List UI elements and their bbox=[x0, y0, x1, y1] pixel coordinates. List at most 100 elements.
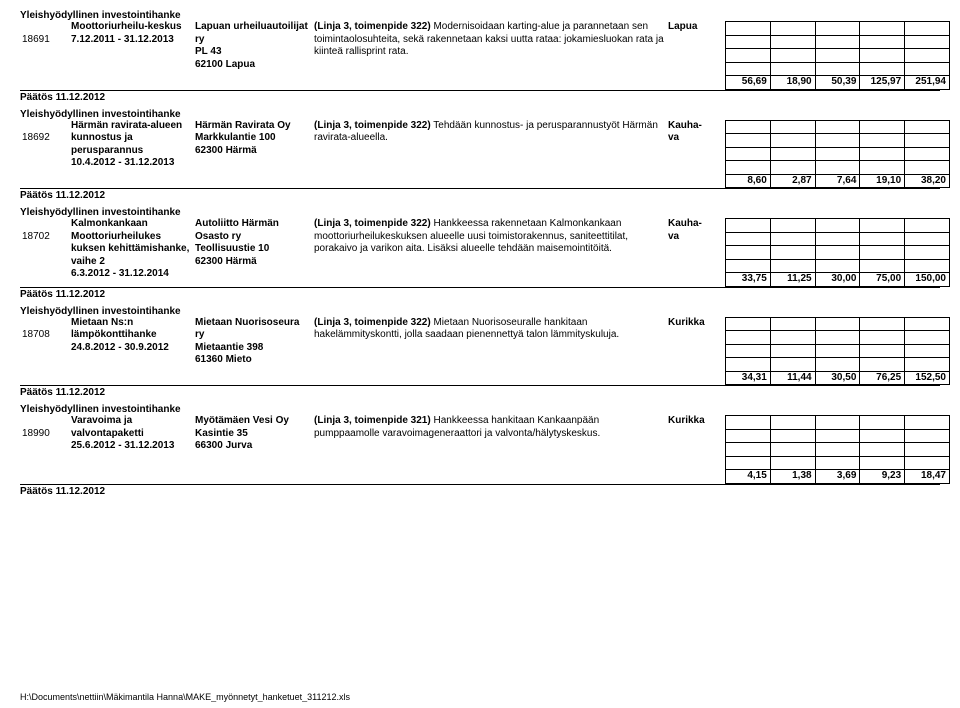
record-table: 18702Kalmonkankaan Moottoriurheilukes ku… bbox=[20, 218, 950, 287]
organization: Myötämäen Vesi OyKasintie 3566300 Jurva bbox=[193, 415, 312, 484]
grid-cell-empty bbox=[860, 35, 905, 49]
project-name: Härmän ravirata-alueen kunnostus ja peru… bbox=[69, 120, 193, 189]
description: (Linja 3, toimenpide 321) Hankkeessa han… bbox=[312, 415, 666, 484]
grid-cell-empty bbox=[770, 35, 815, 49]
location: Lapua bbox=[666, 21, 725, 90]
grid-cell-empty bbox=[770, 134, 815, 148]
grid-cell-empty bbox=[905, 62, 950, 76]
grid-cell-empty bbox=[860, 147, 905, 161]
grid-cell-empty bbox=[726, 259, 771, 273]
decision-line: Päätös 11.12.2012 bbox=[20, 484, 940, 497]
grid-cell-empty bbox=[860, 331, 905, 345]
footer-path: H:\Documents\nettiin\Mäkimantila Hanna\M… bbox=[20, 692, 350, 702]
grid-cell-empty bbox=[905, 161, 950, 175]
description: (Linja 3, toimenpide 322) Tehdään kunnos… bbox=[312, 120, 666, 189]
grid-cell-value: 150,00 bbox=[905, 273, 950, 287]
grid-cell-empty bbox=[815, 416, 860, 430]
record-block: Yleishyödyllinen investointihanke18990Va… bbox=[20, 404, 940, 497]
grid-cell-empty bbox=[860, 443, 905, 457]
record-block: Yleishyödyllinen investointihanke18702Ka… bbox=[20, 207, 940, 300]
grid-cell-empty bbox=[860, 134, 905, 148]
value-grid: 34,3111,4430,5076,25152,50 bbox=[725, 317, 950, 386]
section-title: Yleishyödyllinen investointihanke bbox=[20, 306, 940, 317]
grid-cell-empty bbox=[860, 62, 905, 76]
record-table: 18691Moottoriurheilu-keskus7.12.2011 - 3… bbox=[20, 21, 950, 90]
value-grid: 56,6918,9050,39125,97251,94 bbox=[725, 21, 950, 90]
organization: Lapuan urheiluautoilijat ryPL 4362100 La… bbox=[193, 21, 312, 90]
grid-cell-empty bbox=[726, 219, 771, 233]
grid-cell-empty bbox=[815, 358, 860, 372]
grid-cell-value: 1,38 bbox=[770, 470, 815, 484]
grid-cell-empty bbox=[905, 358, 950, 372]
grid-cell-value: 75,00 bbox=[860, 273, 905, 287]
grid-cell-empty bbox=[905, 49, 950, 63]
grid-cell-empty bbox=[905, 443, 950, 457]
grid-cell-empty bbox=[860, 344, 905, 358]
grid-cell-value: 30,00 bbox=[815, 273, 860, 287]
grid-cell-empty bbox=[726, 344, 771, 358]
grid-cell-value: 251,94 bbox=[905, 76, 950, 90]
decision-line: Päätös 11.12.2012 bbox=[20, 385, 940, 398]
grid-cell-empty bbox=[726, 429, 771, 443]
grid-cell-empty bbox=[726, 49, 771, 63]
grid-cell-value: 34,31 bbox=[726, 371, 771, 385]
grid-cell-empty bbox=[726, 62, 771, 76]
grid-cell-empty bbox=[770, 62, 815, 76]
grid-cell-empty bbox=[770, 429, 815, 443]
grid-cell-empty bbox=[726, 35, 771, 49]
grid-cell-empty bbox=[905, 22, 950, 36]
grid-cell-empty bbox=[770, 416, 815, 430]
grid-cell-empty bbox=[815, 49, 860, 63]
grid-cell-value: 9,23 bbox=[860, 470, 905, 484]
record-id: 18692 bbox=[20, 120, 69, 189]
grid-cell-value: 33,75 bbox=[726, 273, 771, 287]
grid-cell-empty bbox=[815, 331, 860, 345]
grid-cell-empty bbox=[860, 317, 905, 331]
grid-cell-empty bbox=[770, 331, 815, 345]
grid-cell-value: 76,25 bbox=[860, 371, 905, 385]
grid-cell-empty bbox=[860, 429, 905, 443]
grid-cell-value: 50,39 bbox=[815, 76, 860, 90]
decision-line: Päätös 11.12.2012 bbox=[20, 188, 940, 201]
grid-cell-value: 11,44 bbox=[770, 371, 815, 385]
grid-cell-empty bbox=[726, 456, 771, 470]
grid-cell-value: 152,50 bbox=[905, 371, 950, 385]
project-name: Mietaan Ns:n lämpökonttihanke24.8.2012 -… bbox=[69, 317, 193, 386]
decision-line: Päätös 11.12.2012 bbox=[20, 287, 940, 300]
organization: Autoliitto Härmän Osasto ryTeollisuustie… bbox=[193, 218, 312, 287]
grid-cell-empty bbox=[726, 232, 771, 246]
grid-cell-empty bbox=[770, 161, 815, 175]
record-id: 18708 bbox=[20, 317, 69, 386]
project-name: Varavoima ja valvontapaketti25.6.2012 - … bbox=[69, 415, 193, 484]
grid-cell-empty bbox=[815, 22, 860, 36]
grid-cell-empty bbox=[770, 358, 815, 372]
value-grid: 8,602,877,6419,1038,20 bbox=[725, 120, 950, 189]
record-table: 18708Mietaan Ns:n lämpökonttihanke24.8.2… bbox=[20, 317, 950, 386]
grid-cell-empty bbox=[860, 416, 905, 430]
grid-cell-empty bbox=[905, 120, 950, 134]
grid-cell-empty bbox=[770, 344, 815, 358]
project-name: Moottoriurheilu-keskus7.12.2011 - 31.12.… bbox=[69, 21, 193, 90]
grid-cell-empty bbox=[860, 232, 905, 246]
grid-cell-empty bbox=[770, 456, 815, 470]
grid-cell-empty bbox=[815, 317, 860, 331]
grid-cell-empty bbox=[770, 147, 815, 161]
grid-cell-value: 56,69 bbox=[726, 76, 771, 90]
grid-cell-empty bbox=[726, 443, 771, 457]
grid-cell-empty bbox=[860, 161, 905, 175]
organization: Mietaan Nuorisoseura ryMietaantie 398613… bbox=[193, 317, 312, 386]
grid-cell-empty bbox=[905, 416, 950, 430]
record-block: Yleishyödyllinen investointihanke18708Mi… bbox=[20, 306, 940, 399]
record-block: Yleishyödyllinen investointihanke18692Hä… bbox=[20, 109, 940, 202]
grid-cell-empty bbox=[860, 22, 905, 36]
grid-cell-empty bbox=[905, 232, 950, 246]
grid-cell-empty bbox=[815, 134, 860, 148]
location: Kurikka bbox=[666, 317, 725, 386]
project-name: Kalmonkankaan Moottoriurheilukes kuksen … bbox=[69, 218, 193, 287]
section-title: Yleishyödyllinen investointihanke bbox=[20, 10, 940, 21]
grid-cell-empty bbox=[860, 358, 905, 372]
grid-cell-empty bbox=[726, 358, 771, 372]
grid-cell-empty bbox=[815, 62, 860, 76]
grid-cell-empty bbox=[815, 344, 860, 358]
grid-cell-empty bbox=[770, 259, 815, 273]
